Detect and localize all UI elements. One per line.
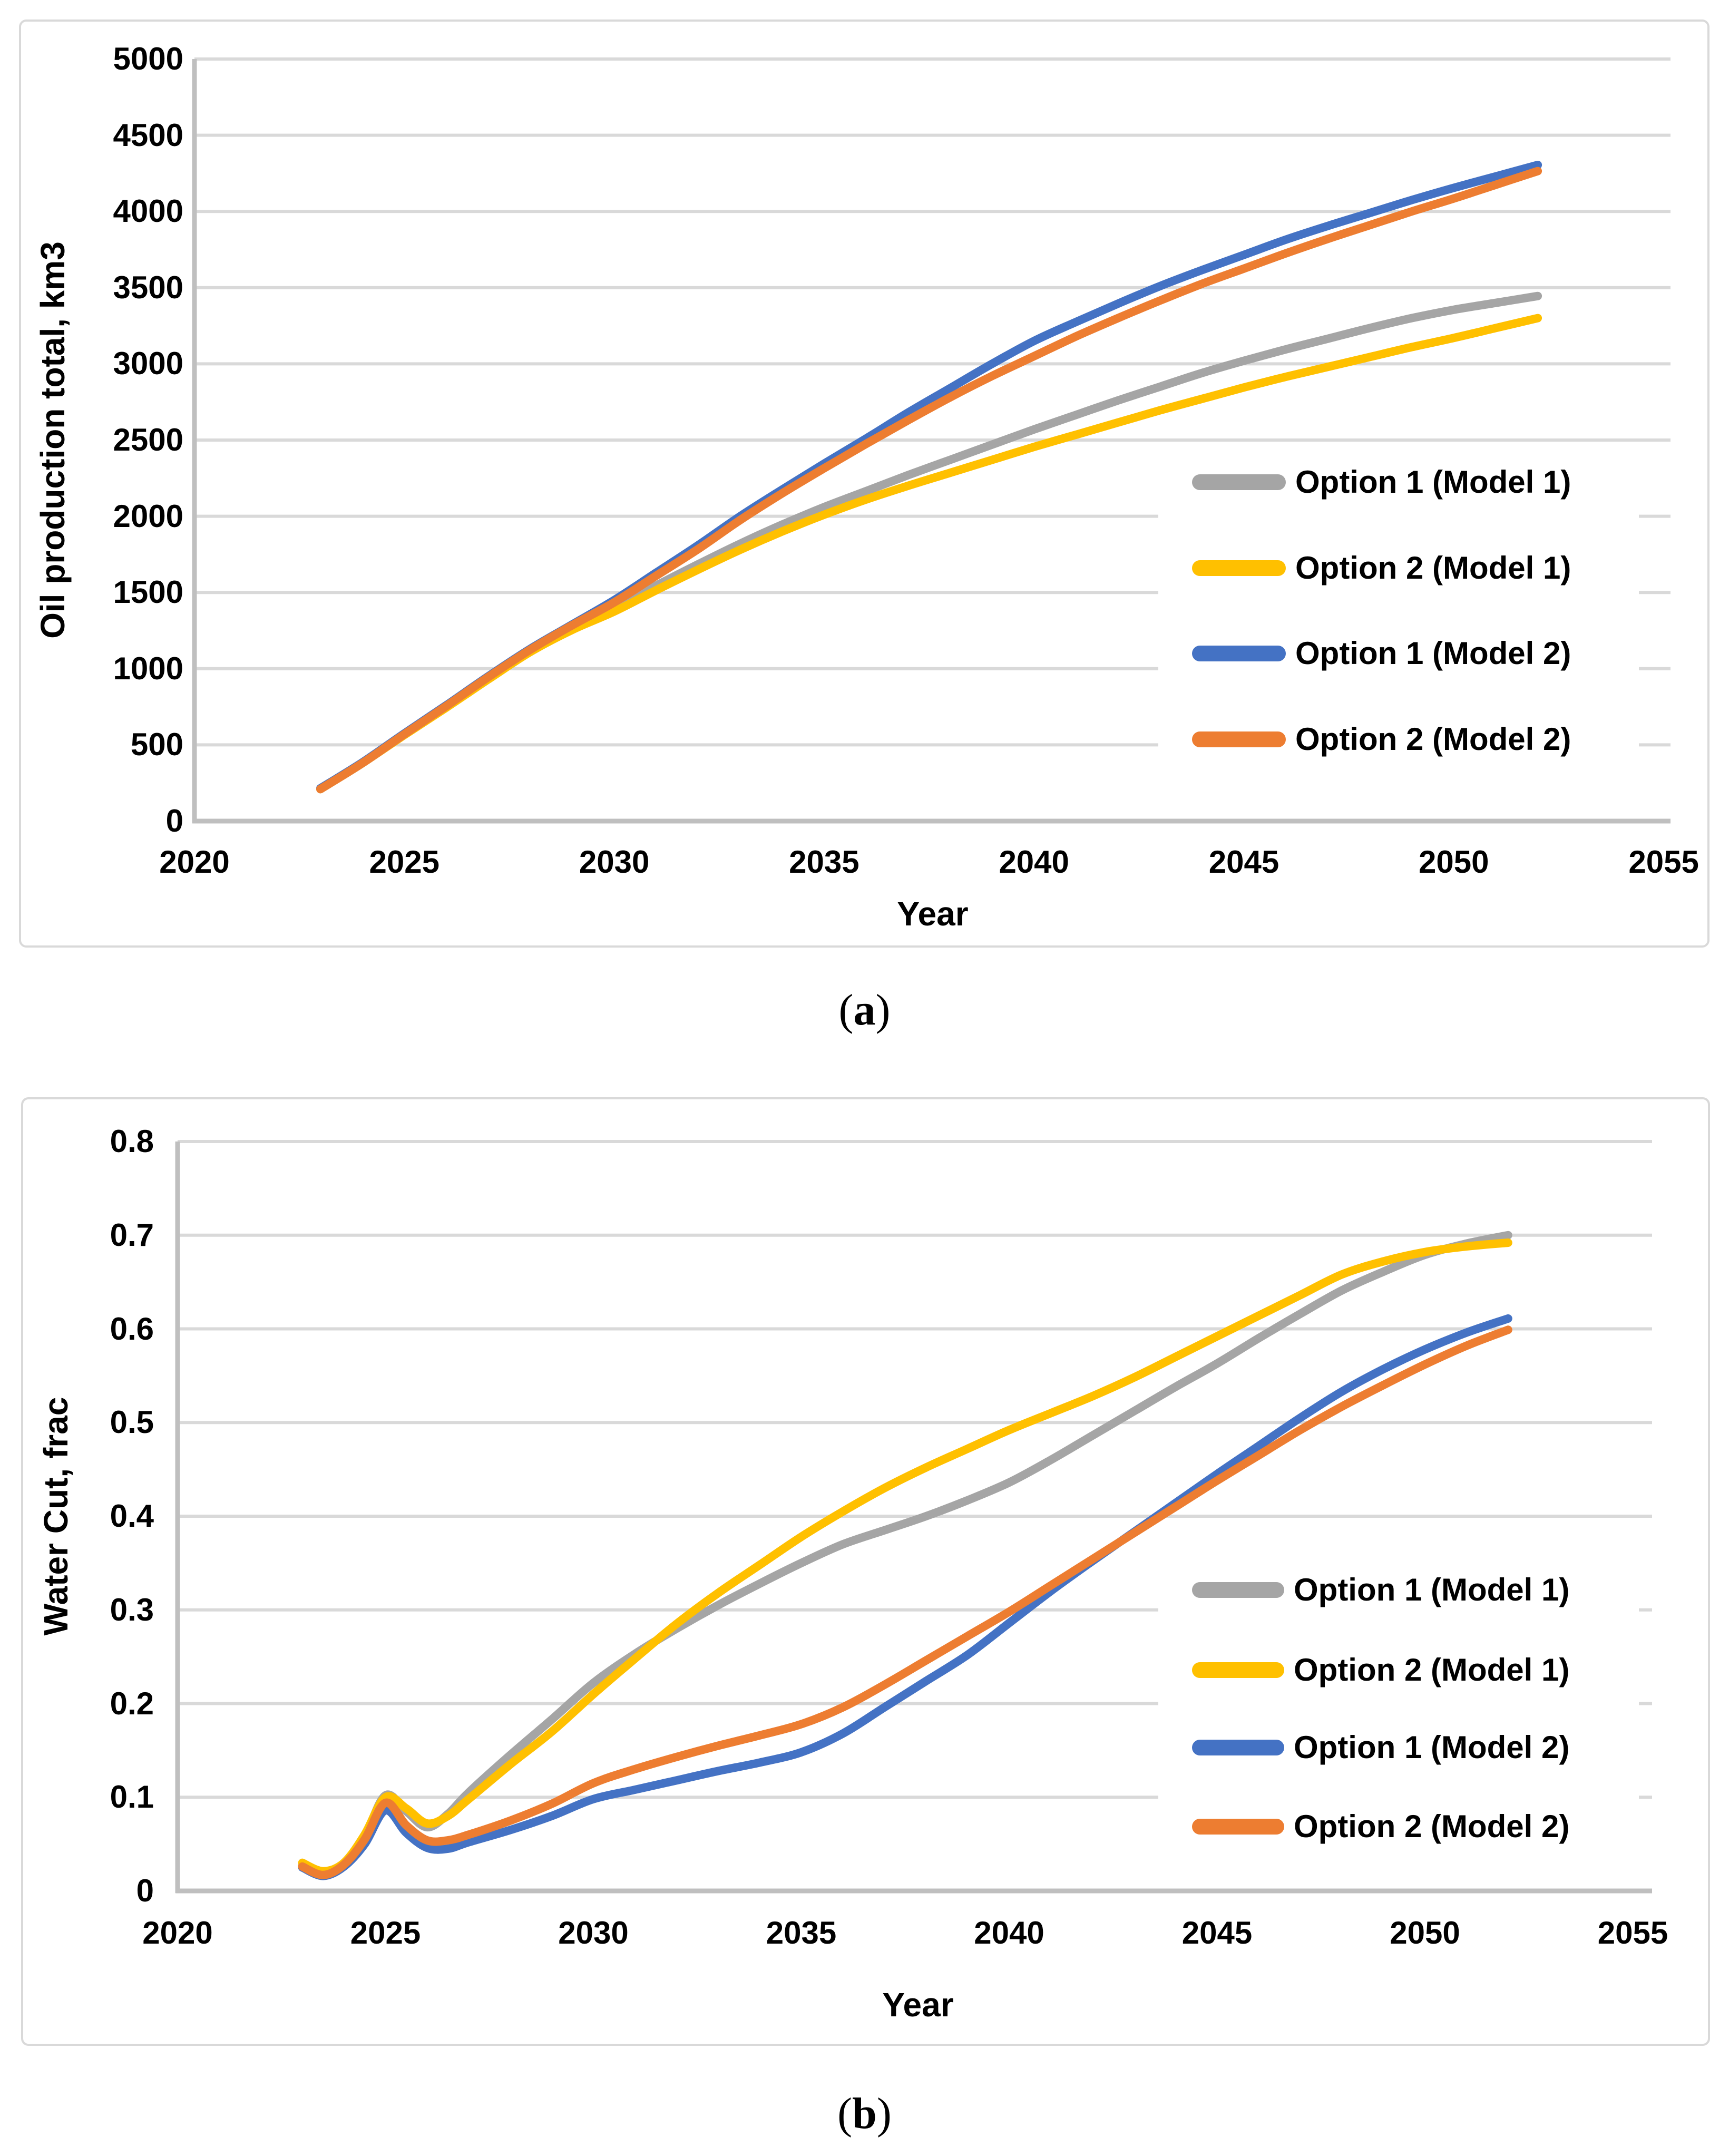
chart-b-ytick-0.2: 0.2 <box>110 1685 154 1721</box>
chart-a-legend-label-4: Option 2 (Model 2) <box>1295 721 1571 757</box>
chart-a-ytick-5000: 5000 <box>113 41 183 76</box>
chart-b-ytick-0.3: 0.3 <box>110 1592 154 1627</box>
chart-b-ytick-0.8: 0.8 <box>110 1124 154 1159</box>
chart-a-ytick-500: 500 <box>130 727 183 763</box>
caption-a: (a) <box>838 986 891 1035</box>
chart-a-ytick-1500: 1500 <box>113 574 183 610</box>
chart-a-legend-label-3: Option 1 (Model 2) <box>1295 636 1571 671</box>
chart-b-xtick-2040: 2040 <box>974 1915 1044 1950</box>
chart-a-ytick-1000: 1000 <box>113 650 183 686</box>
chart-a-ytick-3500: 3500 <box>113 269 183 305</box>
chart-b-xtick-2030: 2030 <box>558 1915 629 1950</box>
chart-b-ytick-0.4: 0.4 <box>110 1498 154 1534</box>
chart-b-ytick-0.6: 0.6 <box>110 1311 154 1347</box>
chart-a-xtick-2045: 2045 <box>1208 844 1279 880</box>
chart-a-ytick-4000: 4000 <box>113 193 183 229</box>
chart-b-xtick-2045: 2045 <box>1181 1915 1253 1950</box>
chart-a-legend-label-1: Option 1 (Model 1) <box>1295 464 1571 500</box>
chart-a-xtick-2040: 2040 <box>999 844 1069 880</box>
chart-a-xtick-2020: 2020 <box>159 844 230 880</box>
chart-a-ytick-0: 0 <box>165 803 183 838</box>
chart-a-ytick-3000: 3000 <box>113 346 183 382</box>
chart-a-ytick-2000: 2000 <box>113 498 183 534</box>
chart-a-legend-label-2: Option 2 (Model 1) <box>1295 550 1571 586</box>
chart-b-ytick-0.5: 0.5 <box>110 1404 154 1440</box>
chart-a-xtick-2050: 2050 <box>1419 844 1489 880</box>
chart-b-x-axis-title: Year <box>882 1986 954 2024</box>
chart-b-ytick-0.1: 0.1 <box>110 1779 154 1815</box>
chart-a-xtick-2025: 2025 <box>369 844 440 880</box>
chart-b-xtick-2020: 2020 <box>142 1915 213 1950</box>
chart-a-xtick-2030: 2030 <box>579 844 650 880</box>
chart-a-y-axis-title: Oil production total, km3 <box>34 241 72 639</box>
chart-a-x-axis-title: Year <box>897 895 969 933</box>
chart-b-xtick-2055: 2055 <box>1597 1915 1668 1950</box>
chart-b-xtick-2035: 2035 <box>766 1915 837 1950</box>
chart-a-ytick-4500: 4500 <box>113 117 183 153</box>
chart-a-ytick-2500: 2500 <box>113 422 183 457</box>
chart-b-legend-label-3: Option 1 (Model 2) <box>1294 1730 1570 1765</box>
caption-b: (b) <box>837 2089 892 2138</box>
chart-b-xtick-2050: 2050 <box>1390 1915 1460 1950</box>
chart-a-xtick-2055: 2055 <box>1628 844 1699 880</box>
chart-b-legend-label-1: Option 1 (Model 1) <box>1294 1572 1570 1607</box>
chart-b-y-axis-title: Water Cut, frac <box>37 1397 75 1636</box>
chart-a-xtick-2035: 2035 <box>789 844 859 880</box>
chart-b-ytick-0: 0 <box>136 1873 154 1908</box>
chart-b-legend-label-2: Option 2 (Model 1) <box>1294 1652 1570 1687</box>
chart-b-xtick-2025: 2025 <box>350 1915 421 1950</box>
chart-b-ytick-0.7: 0.7 <box>110 1217 154 1253</box>
chart-b-legend-label-4: Option 2 (Model 2) <box>1294 1809 1570 1844</box>
